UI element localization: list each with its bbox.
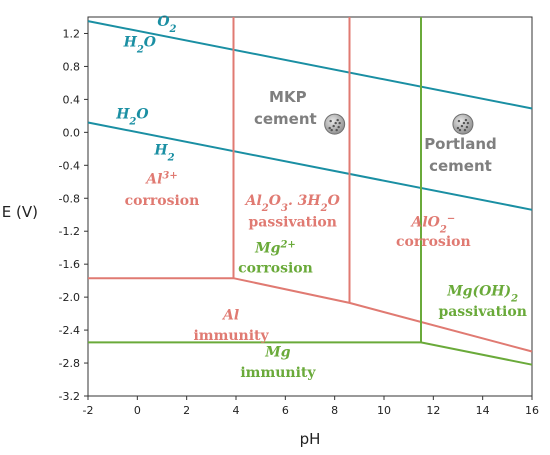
label-al3-corrosion-1: Al3+ — [144, 170, 178, 188]
label-alo2-corrosion-2: corrosion — [396, 234, 471, 250]
label-al-immunity-1: Al — [221, 307, 239, 323]
label-h2o-lower: H2O — [115, 106, 149, 127]
label-h2o-upper: H2O — [123, 35, 157, 56]
label-h2: H2 — [153, 143, 174, 164]
label-mgoh2-passivation-2: passivation — [438, 304, 526, 320]
label-alox-passivation-2: passivation — [249, 214, 337, 230]
y-tick-label: 0.4 — [63, 93, 81, 106]
x-tick-label: 2 — [183, 404, 190, 417]
plot-area — [87, 16, 533, 397]
x-tick-label: 16 — [525, 404, 539, 417]
portland-cement-marker — [452, 113, 474, 135]
y-tick-label: -3.2 — [59, 390, 80, 403]
x-tick-label: -2 — [83, 404, 94, 417]
label-mkp-cement-2: cement — [254, 110, 317, 128]
y-tick-label: -0.8 — [59, 192, 80, 205]
label-mg-immunity-1: Mg — [264, 344, 290, 360]
mkp-cement-marker — [324, 113, 346, 135]
series-line-mg-5 — [88, 341, 533, 366]
y-tick-label: -0.4 — [59, 159, 80, 172]
y-tick-label: -1.2 — [59, 225, 80, 238]
label-mg2-corrosion-2: corrosion — [238, 260, 313, 276]
y-axis-title: E (V) — [2, 203, 38, 221]
y-tick-label: 0.0 — [63, 126, 81, 139]
label-mkp-cement-1: MKP — [269, 88, 307, 106]
x-axis-title: pH — [300, 430, 321, 448]
label-mgoh2-passivation-1: Mg(OH)2 — [446, 283, 518, 304]
y-tick-label: -2.8 — [59, 357, 80, 370]
label-alox-passivation-1: Al2O3. 3H2O — [244, 193, 341, 214]
series-line-al-2 — [88, 277, 533, 353]
label-mg-immunity-2: immunity — [240, 365, 316, 381]
x-tick-label: 8 — [331, 404, 338, 417]
series-line-water-1 — [87, 121, 533, 211]
series-line-water-0 — [87, 20, 533, 110]
label-al-immunity-2: immunity — [193, 328, 269, 344]
label-o2: O2 — [157, 14, 176, 34]
x-tick-label: 14 — [476, 404, 490, 417]
y-tick-label: -1.6 — [59, 258, 80, 271]
y-tick-label: 1.2 — [63, 27, 81, 40]
y-tick-label: -2.4 — [59, 324, 80, 337]
label-al3-corrosion-2: corrosion — [125, 193, 200, 209]
y-tick-label: -2.0 — [59, 291, 80, 304]
x-tick-label: 6 — [282, 404, 289, 417]
x-tick-label: 12 — [426, 404, 440, 417]
x-tick-label: 4 — [233, 404, 240, 417]
x-tick-label: 0 — [134, 404, 141, 417]
x-tick-label: 10 — [377, 404, 391, 417]
y-tick-label: 0.8 — [63, 60, 81, 73]
label-portland-cement-2: cement — [429, 157, 492, 175]
label-alo2-corrosion-1: AlO2− — [409, 213, 455, 235]
label-mg2-corrosion-1: Mg2+ — [254, 239, 296, 257]
label-portland-cement-1: Portland — [424, 135, 497, 153]
